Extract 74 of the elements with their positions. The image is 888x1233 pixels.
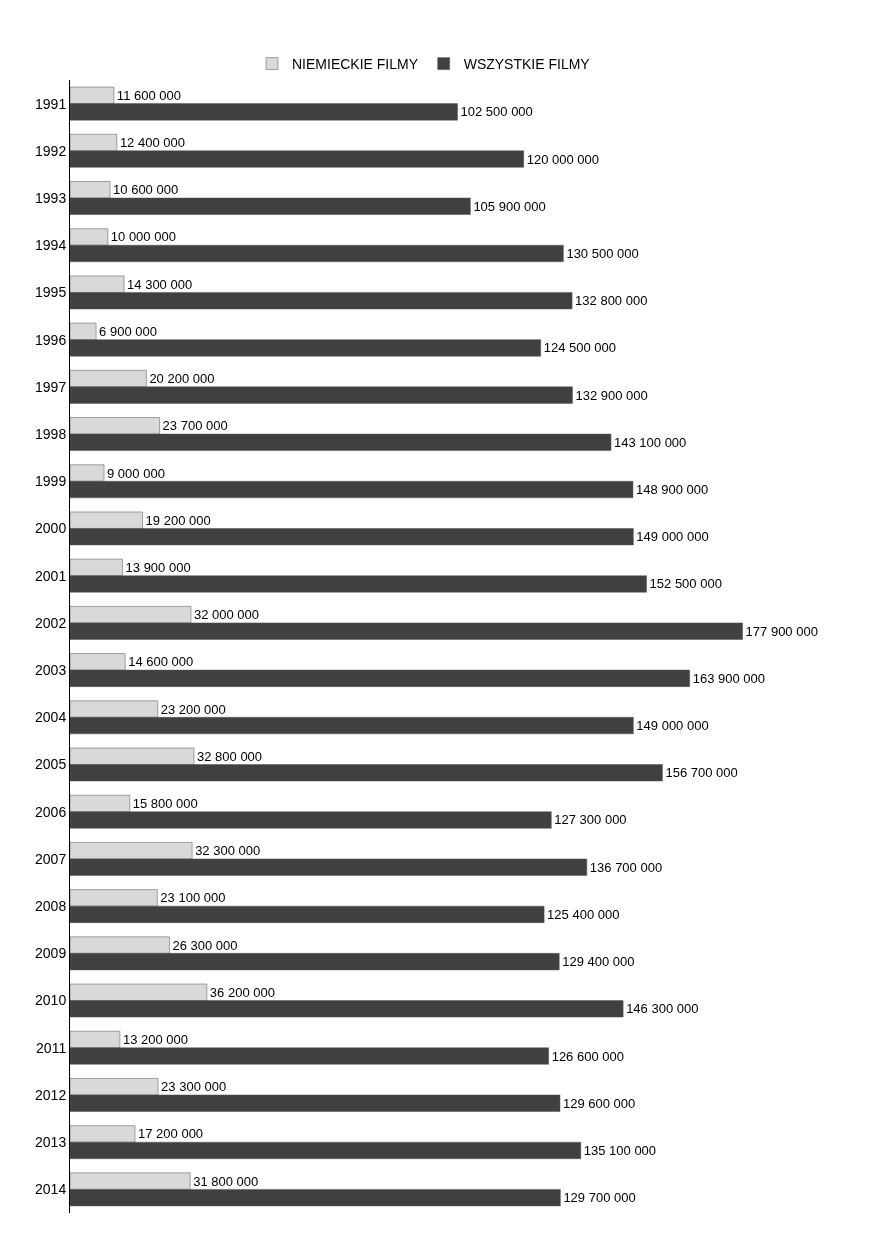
- data-label: 32 800 000: [197, 748, 263, 764]
- data-label: 129 600 000: [562, 1095, 636, 1111]
- y-tick-label: 2007: [35, 850, 67, 867]
- y-tick-label: 2000: [35, 520, 67, 537]
- data-label: 36 200 000: [209, 984, 275, 1000]
- data-label: 19 200 000: [145, 512, 211, 528]
- data-label: 17 200 000: [138, 1126, 204, 1142]
- y-tick-label: 2008: [35, 898, 67, 915]
- data-label: 23 100 000: [160, 890, 226, 906]
- data-label: 120 000 000: [526, 151, 599, 167]
- data-label: 9 000 000: [107, 465, 165, 481]
- data-label: 124 500 000: [543, 340, 617, 356]
- data-label: 32 000 000: [193, 607, 260, 623]
- data-label: 129 400 000: [562, 954, 635, 970]
- data-label: 14 600 000: [128, 654, 194, 670]
- data-label: 6 900 000: [99, 323, 157, 339]
- data-label: 23 200 000: [160, 701, 226, 717]
- data-label: 136 700 000: [589, 859, 663, 875]
- data-label: 149 000 000: [636, 529, 709, 545]
- data-label: 13 200 000: [122, 1032, 188, 1048]
- y-tick-label: 2002: [35, 614, 67, 631]
- data-label: 177 900 000: [745, 623, 818, 639]
- y-tick-label: 2012: [35, 1086, 67, 1103]
- data-label: 127 300 000: [554, 812, 627, 828]
- data-label: 10 600 000: [113, 182, 179, 198]
- data-label: 148 900 000: [635, 482, 709, 498]
- data-label: 132 900 000: [575, 387, 648, 403]
- y-tick-label: 1999: [35, 473, 67, 490]
- data-label: 23 300 000: [161, 1079, 227, 1095]
- data-label: 163 900 000: [692, 670, 765, 686]
- y-tick-label: 1992: [35, 142, 67, 159]
- data-label: 20 200 000: [149, 371, 215, 387]
- data-label: 32 300 000: [195, 843, 261, 859]
- data-label: 135 100 000: [583, 1142, 657, 1158]
- data-label: 102 500 000: [460, 104, 533, 120]
- data-label: 130 500 000: [566, 245, 639, 261]
- y-tick-label: 2001: [35, 567, 67, 584]
- data-label: 105 900 000: [473, 198, 546, 214]
- y-tick-label: 1996: [35, 331, 67, 348]
- y-tick-label: 2014: [35, 1181, 67, 1198]
- y-tick-label: 1998: [35, 425, 67, 442]
- data-label: 143 100 000: [614, 434, 687, 450]
- data-label: 152 500 000: [649, 576, 722, 592]
- legend-label: NIEMIECKIE FILMY: [292, 56, 419, 73]
- data-label: 15 800 000: [132, 795, 198, 811]
- y-tick-label: 2003: [35, 662, 67, 678]
- data-label: 14 300 000: [127, 276, 193, 292]
- y-tick-label: 2011: [36, 1039, 67, 1056]
- data-label: 26 300 000: [172, 937, 238, 953]
- data-label: 125 400 000: [547, 906, 620, 922]
- y-tick-label: 1993: [35, 189, 67, 206]
- data-label: 10 000 000: [110, 229, 176, 245]
- y-tick-label: 2010: [35, 992, 67, 1009]
- data-label: 11 600 000: [116, 87, 181, 103]
- data-label: 12 400 000: [119, 135, 185, 151]
- y-tick-label: 2004: [35, 709, 67, 726]
- y-tick-label: 2009: [35, 945, 67, 962]
- data-label: 132 800 000: [575, 293, 648, 309]
- data-label: 149 000 000: [636, 718, 709, 734]
- y-tick-label: 2013: [35, 1134, 67, 1151]
- y-tick-label: 2006: [35, 803, 67, 820]
- y-tick-label: 1994: [35, 237, 67, 254]
- data-label: 129 700 000: [563, 1190, 636, 1206]
- data-label: 146 300 000: [626, 1001, 699, 1017]
- y-tick-label: 1995: [35, 284, 67, 301]
- legend-label: WSZYSTKIE FILMY: [463, 56, 591, 73]
- data-label: 31 800 000: [193, 1173, 259, 1189]
- data-label: 126 600 000: [551, 1048, 624, 1064]
- y-tick-label: 2005: [35, 756, 67, 773]
- y-tick-label: 1997: [35, 378, 67, 395]
- y-tick-label: 1991: [35, 95, 67, 112]
- data-label: 13 900 000: [125, 559, 191, 575]
- data-label: 156 700 000: [665, 765, 738, 781]
- data-label: 23 700 000: [162, 418, 228, 434]
